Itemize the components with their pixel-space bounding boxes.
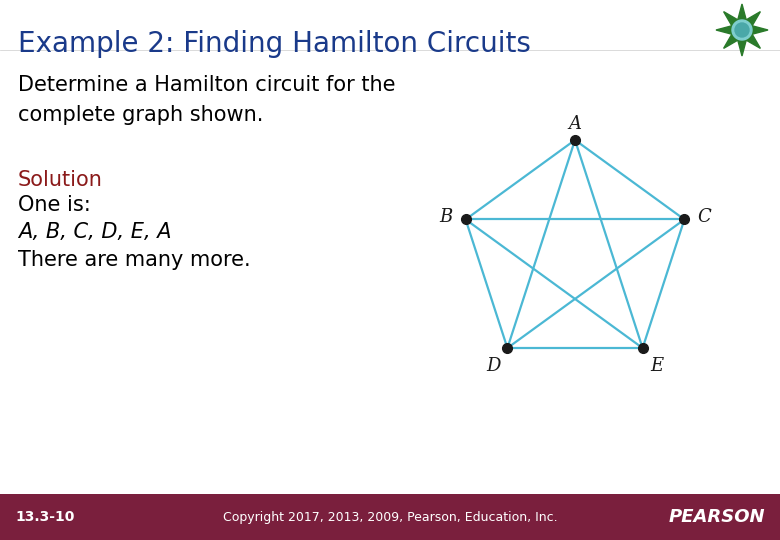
Polygon shape — [716, 4, 768, 56]
Text: D: D — [486, 357, 501, 375]
Text: Copyright 2017, 2013, 2009, Pearson, Education, Inc.: Copyright 2017, 2013, 2009, Pearson, Edu… — [222, 510, 558, 523]
Text: 13.3-10: 13.3-10 — [15, 510, 74, 524]
Text: A, B, C, D, E, A: A, B, C, D, E, A — [18, 222, 172, 242]
Circle shape — [735, 23, 749, 37]
Text: Example 2: Finding Hamilton Circuits: Example 2: Finding Hamilton Circuits — [18, 30, 531, 58]
Text: One is:: One is: — [18, 195, 90, 215]
Text: Solution: Solution — [18, 170, 103, 190]
Text: E: E — [650, 357, 663, 375]
Text: B: B — [439, 208, 452, 226]
Bar — [0, 494, 780, 540]
Circle shape — [732, 20, 752, 40]
Text: C: C — [697, 208, 711, 226]
Text: There are many more.: There are many more. — [18, 250, 250, 270]
Text: Determine a Hamilton circuit for the
complete graph shown.: Determine a Hamilton circuit for the com… — [18, 75, 395, 125]
Text: A: A — [569, 115, 582, 133]
Text: PEARSON: PEARSON — [668, 508, 765, 526]
